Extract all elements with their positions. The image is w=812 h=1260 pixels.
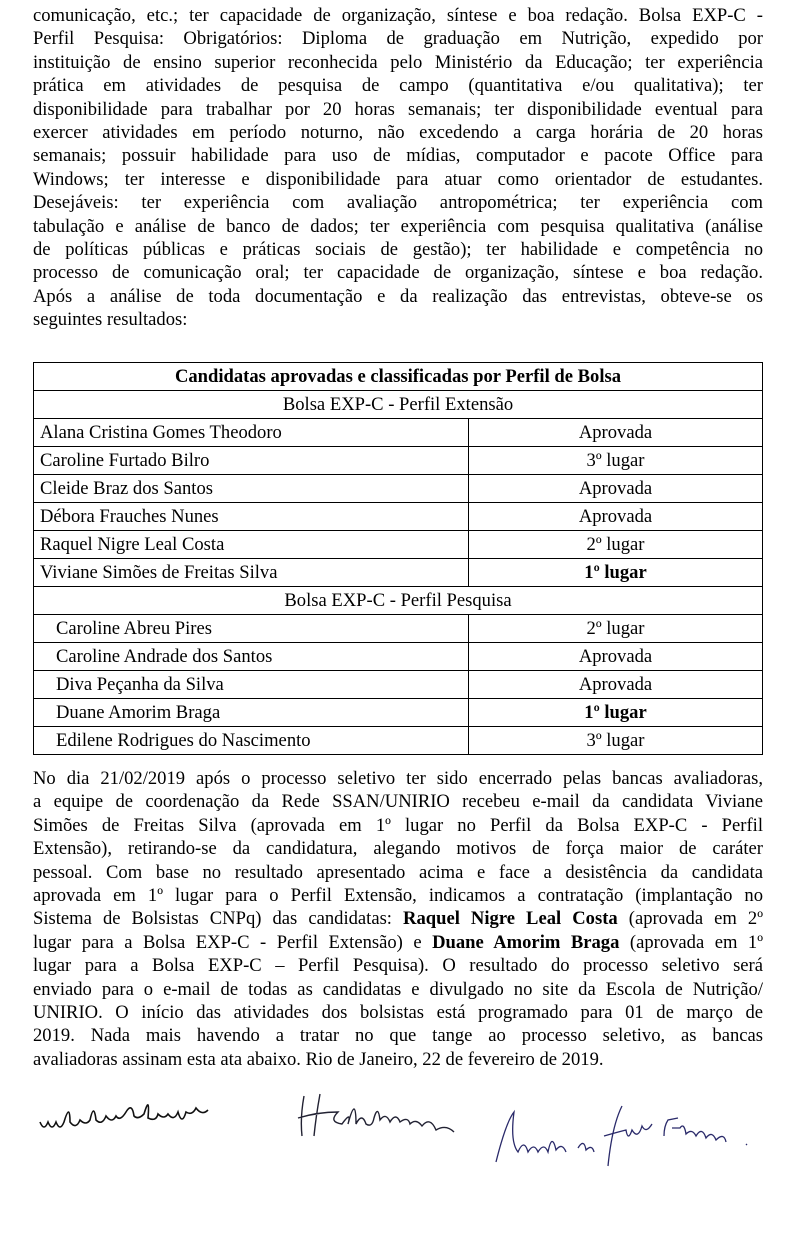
text-run: lugar para a Bolsa EXP-C - Perfil Extens… [33, 931, 433, 953]
text-line: de políticas públicas e práticas sociais… [33, 238, 763, 260]
text-run: Sistema de Bolsistas CNPq) das candidata… [33, 908, 404, 930]
text-line: 2019. Nada mais havendo a tratar no que … [33, 1025, 763, 1047]
text-line: Extensão), retirando-se da candidatura, … [33, 838, 763, 860]
candidate-name: Cleide Braz dos Santos [33, 474, 469, 503]
candidate-result: 1º lugar [468, 558, 763, 587]
intro-paragraph: comunicação, etc.; ter capacidade de org… [33, 4, 763, 331]
text-line: exercer atividades em período noturno, n… [33, 121, 763, 143]
candidate-result: 1º lugar [468, 698, 763, 727]
candidate-name: Caroline Andrade dos Santos [33, 642, 469, 671]
candidate-name: Edilene Rodrigues do Nascimento [33, 726, 469, 755]
candidate-result: 2º lugar [468, 614, 763, 643]
section-label: Bolsa EXP-C - Perfil Pesquisa [33, 586, 763, 615]
table-row: Débora Frauches Nunes Aprovada [33, 502, 763, 531]
results-table: Candidatas aprovadas e classificadas por… [33, 362, 763, 755]
text-line: Perfil Pesquisa: Obrigatórios: Diploma d… [33, 28, 763, 50]
text-line: seguintes resultados: [33, 309, 188, 331]
candidate-result: 2º lugar [468, 530, 763, 559]
text-line: Desejáveis: ter experiência com avaliaçã… [33, 192, 763, 214]
selected-candidate-extensao: Raquel Nigre Leal Costa [403, 908, 618, 930]
candidate-result: Aprovada [468, 502, 763, 531]
table-row: Duane Amorim Braga 1º lugar [33, 698, 763, 727]
text-line: tabulação e análise de banco de dados; t… [33, 215, 763, 237]
text-line: aprovada em 1º lugar para o Perfil Exten… [33, 884, 763, 906]
candidate-name: Débora Frauches Nunes [33, 502, 469, 531]
candidate-result: 3º lugar [468, 726, 763, 755]
text-line: disponibilidade para trabalhar por 20 ho… [33, 98, 763, 120]
candidate-name: Diva Peçanha da Silva [33, 670, 469, 699]
table-row: Cleide Braz dos Santos Aprovada [33, 474, 763, 503]
table-row: Raquel Nigre Leal Costa 2º lugar [33, 530, 763, 559]
candidate-name: Caroline Abreu Pires [33, 614, 469, 643]
candidate-name: Alana Cristina Gomes Theodoro [33, 418, 469, 447]
table-row: Alana Cristina Gomes Theodoro Aprovada [33, 418, 763, 447]
section-label: Bolsa EXP-C - Perfil Extensão [33, 390, 763, 419]
text-line: a equipe de coordenação da Rede SSAN/UNI… [33, 791, 763, 813]
text-line: Após a análise de toda documentação e da… [33, 285, 763, 307]
signature-2 [297, 1093, 455, 1137]
text-line: UNIRIO. O início das atividades dos bols… [33, 1001, 763, 1023]
selected-candidate-pesquisa: Duane Amorim Braga [432, 931, 620, 953]
conclusion-paragraph: No dia 21/02/2019 após o processo seleti… [33, 767, 763, 1071]
section-header-row: Bolsa EXP-C - Perfil Pesquisa [33, 586, 763, 615]
section-header-row: Bolsa EXP-C - Perfil Extensão [33, 390, 763, 419]
text-line: semanais; possuir habilidade para uso de… [33, 145, 763, 167]
text-run: (aprovada em 1º [619, 931, 763, 953]
candidate-name: Caroline Furtado Bilro [33, 446, 469, 475]
text-line: instituição de ensino superior reconheci… [33, 51, 763, 73]
text-line: comunicação, etc.; ter capacidade de org… [33, 5, 763, 26]
text-line: processo de comunicação oral; ter capaci… [33, 262, 763, 284]
signature-3 [495, 1105, 748, 1167]
candidate-name: Raquel Nigre Leal Costa [33, 530, 469, 559]
signature-1 [39, 1104, 209, 1128]
text-line: Simões de Freitas Silva (aprovada em 1º … [33, 814, 763, 836]
table-row: Viviane Simões de Freitas Silva 1º lugar [33, 558, 763, 587]
text-line: pessoal. Com base no resultado apresenta… [33, 861, 763, 883]
text-line: prática em atividades de pesquisa de cam… [33, 75, 763, 97]
table-row: Caroline Furtado Bilro 3º lugar [33, 446, 763, 475]
candidate-name: Viviane Simões de Freitas Silva [33, 558, 469, 587]
table-row: Caroline Abreu Pires 2º lugar [33, 614, 763, 643]
text-line: lugar para a Bolsa EXP-C - Perfil Extens… [33, 931, 763, 954]
text-line: No dia 21/02/2019 após o processo seleti… [33, 768, 763, 789]
candidate-name: Duane Amorim Braga [33, 698, 469, 727]
text-line: enviado para o e-mail de todas as candid… [33, 978, 763, 1000]
candidate-result: Aprovada [468, 670, 763, 699]
text-line: lugar para a Bolsa EXP-C – Perfil Pesqui… [33, 955, 763, 977]
table-title: Candidatas aprovadas e classificadas por… [33, 362, 763, 391]
candidate-result: Aprovada [468, 474, 763, 503]
text-line: Sistema de Bolsistas CNPq) das candidata… [33, 907, 763, 930]
text-line: Windows; ter interesse e disponibilidade… [33, 168, 763, 190]
candidate-result: Aprovada [468, 642, 763, 671]
table-row: Diva Peçanha da Silva Aprovada [33, 670, 763, 699]
table-row: Edilene Rodrigues do Nascimento 3º lugar [33, 726, 763, 755]
text-run: (aprovada em 2º [617, 908, 763, 930]
table-row: Caroline Andrade dos Santos Aprovada [33, 642, 763, 671]
candidate-result: 3º lugar [468, 446, 763, 475]
text-line: avaliadoras assinam esta ata abaixo. Rio… [33, 1048, 604, 1070]
candidate-result: Aprovada [468, 418, 763, 447]
